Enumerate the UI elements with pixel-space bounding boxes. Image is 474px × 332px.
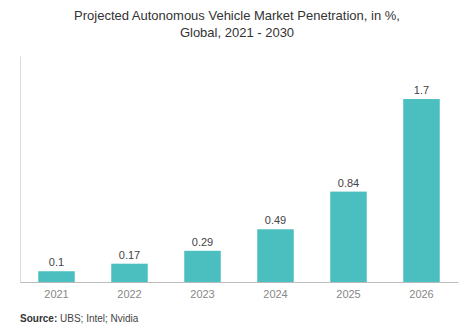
data-label: 0.29	[192, 236, 213, 248]
bar	[403, 99, 440, 282]
data-labels: 0.1 0.17 0.29 0.49 0.84 1.7	[49, 84, 429, 268]
bar	[38, 271, 75, 282]
chart: Projected Autonomous Vehicle Market Pene…	[0, 0, 474, 332]
x-tick-label: 2021	[44, 288, 68, 300]
bar	[257, 229, 294, 282]
title: Projected Autonomous Vehicle Market Pene…	[74, 8, 400, 40]
data-label: 0.17	[119, 249, 140, 261]
bars	[38, 99, 440, 282]
x-tick: 2023	[190, 288, 214, 300]
bar	[330, 192, 367, 282]
bar	[111, 264, 148, 282]
source: Source: UBS; Intel; Nvidia	[20, 313, 139, 324]
y-axis-line	[20, 57, 21, 283]
y-axis	[20, 57, 21, 283]
x-tick-label: 2023	[190, 288, 214, 300]
x-axis-line	[21, 282, 459, 283]
x-tick: 2024	[263, 288, 287, 300]
x-tick-label: 2026	[409, 288, 433, 300]
x-tick: 2025	[336, 288, 360, 300]
x-tick-label: 2022	[117, 288, 141, 300]
data-label: 0.1	[49, 256, 64, 268]
x-tick: 2021	[44, 288, 68, 300]
data-label: 0.84	[338, 177, 359, 189]
plot: 0.10.170.290.490.841.7202120222023202420…	[21, 57, 459, 300]
x-tick: 2026	[409, 288, 433, 300]
data-label: 0.49	[265, 214, 286, 226]
x-tick-label: 2025	[336, 288, 360, 300]
x-axis: 2021 2022 2023 2024 2025 2026	[21, 283, 459, 300]
data-label: 1.7	[414, 84, 429, 96]
source-text: UBS; Intel; Nvidia	[57, 313, 139, 324]
bar	[184, 251, 221, 282]
source-text: Source:	[20, 313, 57, 324]
x-tick: 2022	[117, 288, 141, 300]
x-tick-label: 2024	[263, 288, 287, 300]
